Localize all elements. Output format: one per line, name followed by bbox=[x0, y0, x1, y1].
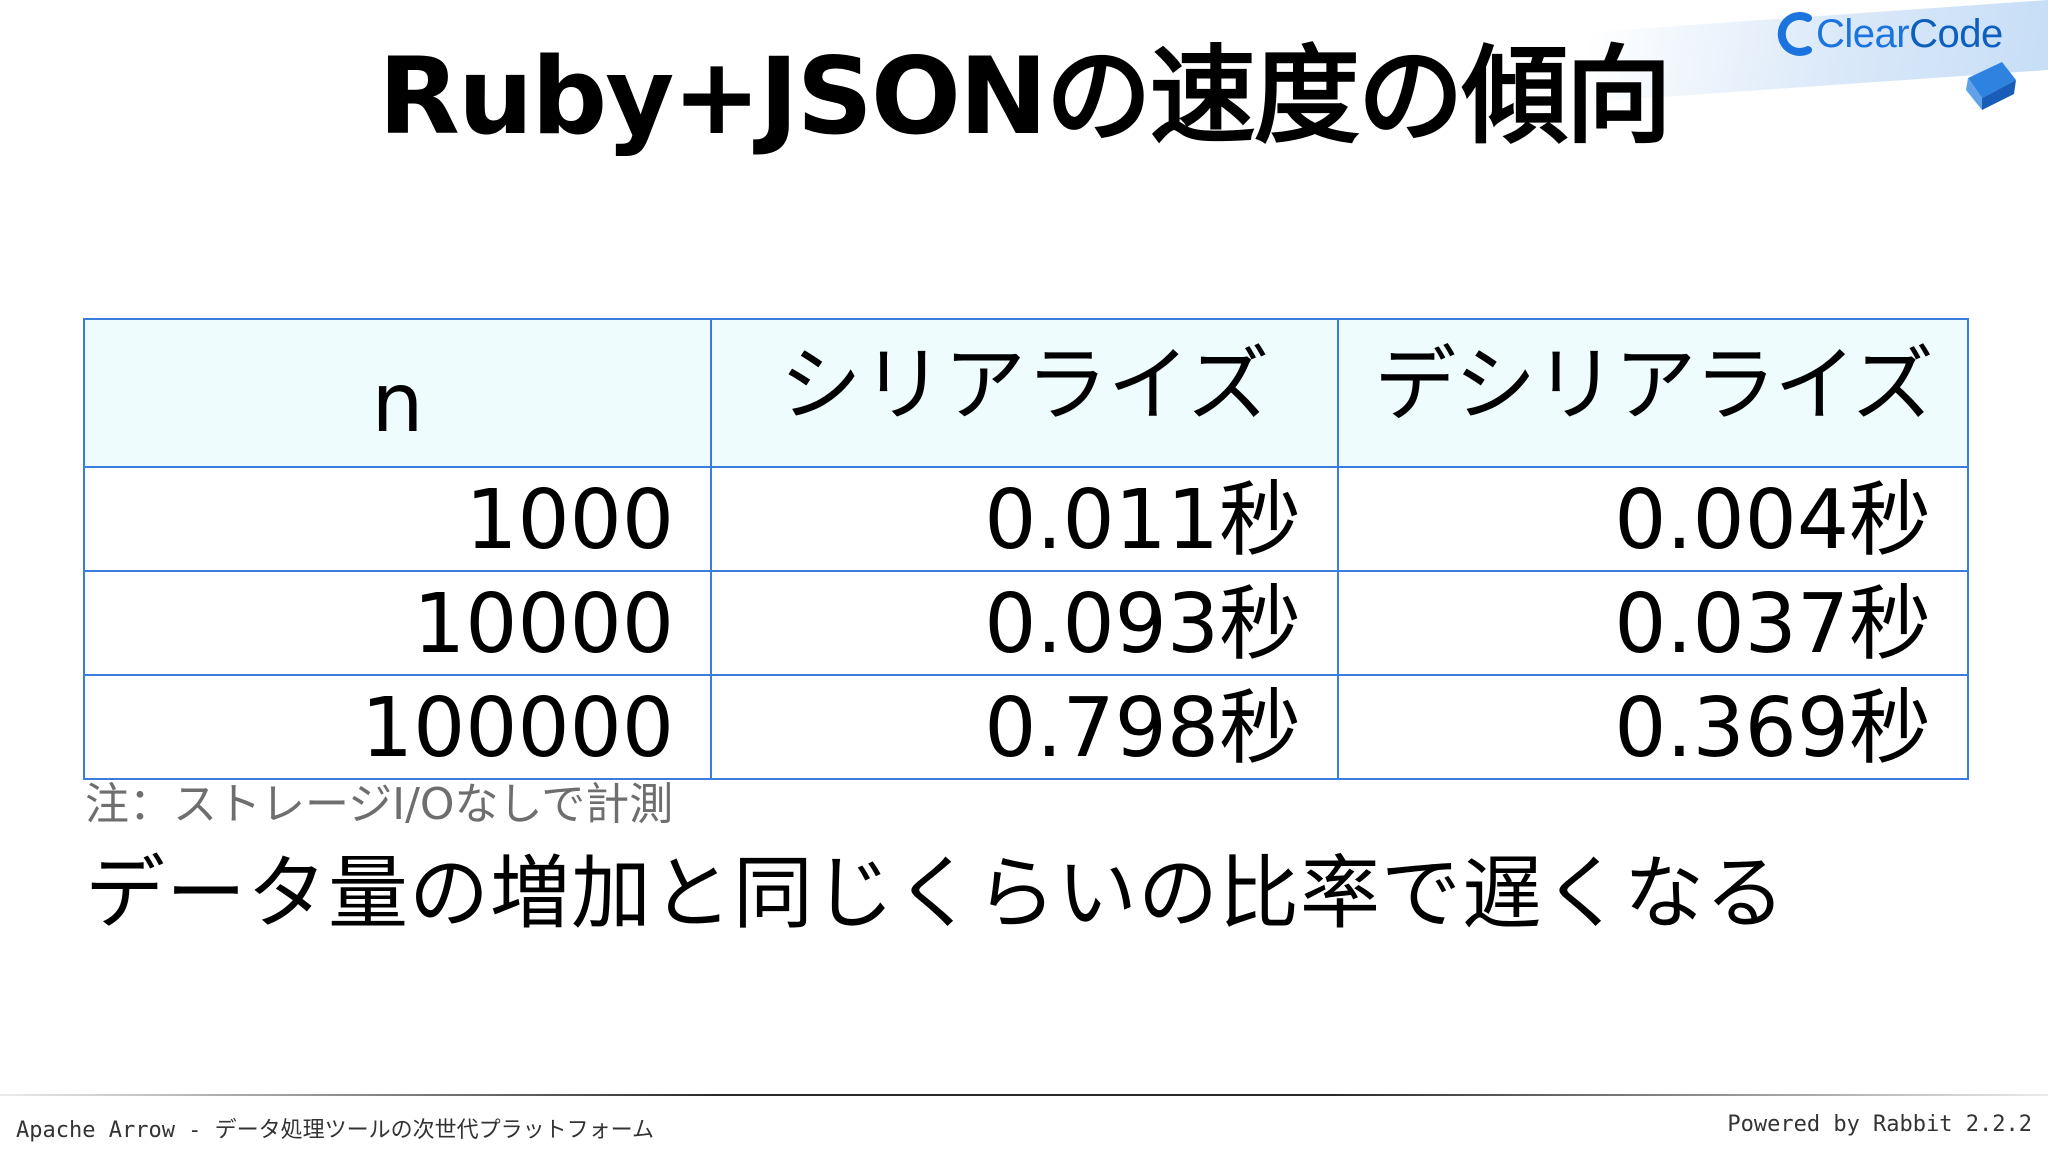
cell-deserialize: 0.004秒 bbox=[1337, 466, 1969, 572]
table-row: 10000 0.093秒 0.037秒 bbox=[83, 570, 1969, 676]
cell-serialize: 0.798秒 bbox=[710, 674, 1339, 780]
footer-divider bbox=[0, 1094, 2048, 1096]
cell-n: 1000 bbox=[83, 466, 712, 572]
logo-cube-icon bbox=[1966, 62, 2016, 110]
table-row: 1000 0.011秒 0.004秒 bbox=[83, 466, 1969, 572]
slide-title: Ruby+JSONの速度の傾向 bbox=[378, 35, 1671, 158]
cell-deserialize: 0.037秒 bbox=[1337, 570, 1969, 676]
measurement-note: 注：ストレージI/Oなしで計測 bbox=[85, 779, 674, 830]
table-row: 100000 0.798秒 0.369秒 bbox=[83, 674, 1969, 780]
footer-presentation-title: Apache Arrow - データ処理ツールの次世代プラットフォーム bbox=[16, 1118, 655, 1143]
cell-deserialize: 0.369秒 bbox=[1337, 674, 1969, 780]
logo-c-mark-icon bbox=[1777, 12, 1812, 56]
table-header-row: n シリアライズ デシリアライズ bbox=[83, 318, 1969, 468]
cell-serialize: 0.093秒 bbox=[710, 570, 1339, 676]
footer-powered-by: Powered by Rabbit 2.2.2 bbox=[1727, 1112, 2032, 1137]
logo-wordmark: ClearCode bbox=[1816, 12, 2003, 56]
clearcode-logo: ClearCode bbox=[1772, 8, 2022, 118]
benchmark-table: n シリアライズ デシリアライズ 1000 0.011秒 0.004秒 1000… bbox=[83, 318, 1969, 780]
header-n: n bbox=[83, 318, 712, 468]
cell-serialize: 0.011秒 bbox=[710, 466, 1339, 572]
cell-n: 10000 bbox=[83, 570, 712, 676]
header-deserialize: デシリアライズ bbox=[1337, 318, 1969, 468]
header-serialize: シリアライズ bbox=[710, 318, 1339, 468]
slide-statement: データ量の増加と同じくらいの比率で遅くなる bbox=[85, 847, 1786, 940]
cell-n: 100000 bbox=[83, 674, 712, 780]
